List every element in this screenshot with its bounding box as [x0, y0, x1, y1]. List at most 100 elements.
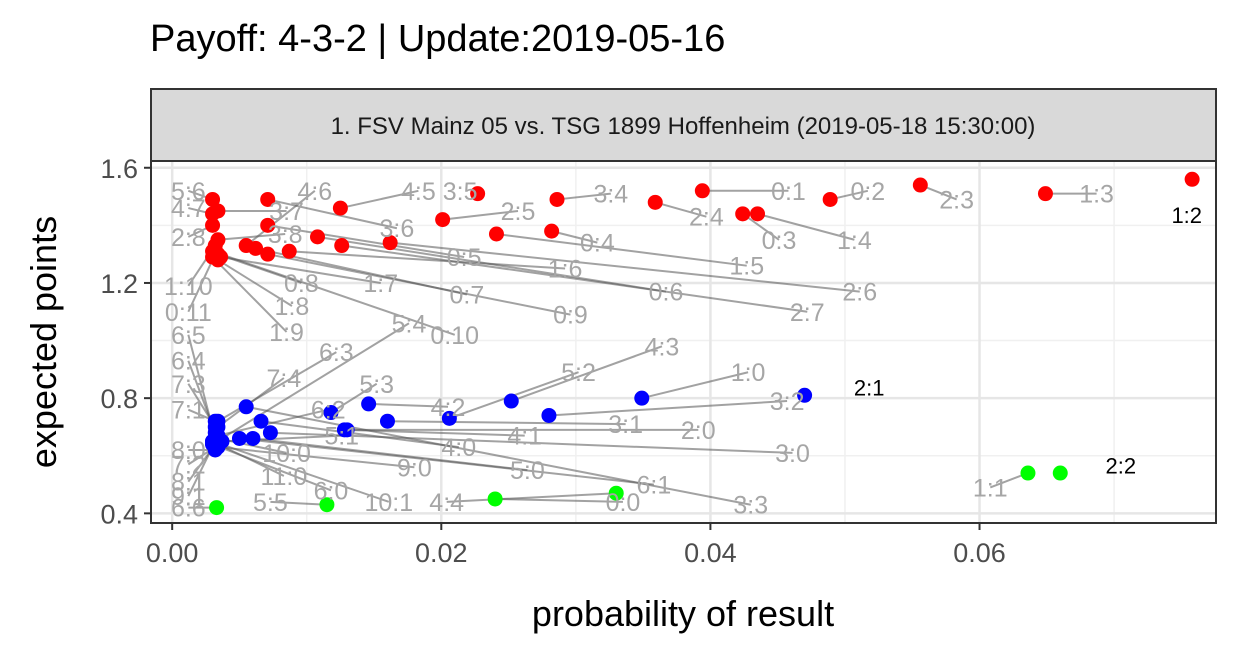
point-label: 1:0 — [731, 359, 766, 387]
point-labels: 1:2 1:3 2:3 0:2 0:1 1:4 0:3 2:4 3:4 3:5 2:5 0:4 1:5 2… — [164, 178, 1202, 523]
label-segment — [212, 322, 410, 446]
data-point — [260, 191, 276, 207]
label-segment — [641, 371, 749, 400]
point-label: 2:6 — [842, 279, 877, 307]
point-label: 4:4 — [429, 489, 464, 517]
label-segment — [510, 345, 663, 402]
label-segment — [654, 201, 707, 218]
label-segment — [341, 244, 808, 313]
point-label: 9:0 — [397, 454, 432, 482]
point-label: 2:2 — [1106, 453, 1137, 478]
point-label: 1:4 — [837, 227, 872, 255]
data-point — [207, 246, 223, 262]
grid-lines — [152, 162, 1215, 522]
point-label: 4:7 — [171, 195, 206, 223]
point-label: 6:0 — [314, 477, 349, 505]
point-label: 2:5 — [501, 198, 536, 226]
data-point — [262, 425, 278, 441]
point-label: 1:3 — [1079, 181, 1114, 209]
label-segment — [442, 209, 519, 221]
data-point — [541, 407, 557, 423]
x-tick-label: 0.04 — [684, 538, 737, 568]
label-segment — [267, 198, 398, 230]
plot-panel — [150, 160, 1217, 524]
point-label: 1:6 — [548, 256, 583, 284]
point-label: 0:4 — [580, 230, 615, 258]
point-label: 5:1 — [324, 423, 359, 451]
data-point — [435, 212, 451, 228]
point-label: 5:2 — [561, 359, 596, 387]
point-label: 1:1 — [973, 474, 1008, 502]
data-point — [379, 413, 395, 429]
y-tick-label: 1.2 — [100, 269, 138, 299]
x-tick-label: 0.06 — [953, 538, 1006, 568]
point-label: 3:1 — [608, 411, 643, 439]
point-label: 2:4 — [689, 204, 724, 232]
point-label: 0:11 — [165, 299, 212, 327]
point-label: 6:4 — [171, 348, 206, 376]
label-segment — [390, 241, 860, 293]
point-label: 1:2 — [1171, 203, 1202, 228]
point-label: 5:6 — [171, 178, 206, 206]
x-axis: 0.00 0.02 0.04 0.06 — [146, 523, 1006, 568]
point-label: 5:4 — [392, 310, 427, 338]
label-segment — [387, 420, 626, 426]
data-point — [1037, 186, 1053, 202]
data-point — [544, 223, 560, 239]
point-label: 3:4 — [593, 181, 628, 209]
label-segment — [260, 420, 459, 449]
point-label: 0:7 — [449, 281, 484, 309]
point-label: 0:5 — [447, 244, 482, 272]
data-point — [336, 422, 352, 438]
data-point — [238, 238, 254, 254]
data-point — [470, 186, 486, 202]
point-label: 2:1 — [854, 376, 885, 401]
data-point — [205, 217, 221, 233]
point-label: 5:5 — [253, 489, 288, 517]
point-label: 10:0 — [262, 440, 311, 468]
label-segment — [340, 189, 419, 210]
point-label: 2:0 — [681, 417, 716, 445]
data-point — [441, 410, 457, 426]
label-segment — [556, 192, 611, 201]
point-label: 0:3 — [762, 227, 797, 255]
point-label: 0:6 — [649, 279, 684, 307]
data-point — [1052, 465, 1068, 481]
y-axis: 0.4 0.8 1.2 1.6 — [100, 154, 151, 529]
point-label: 0:0 — [606, 489, 641, 517]
data-point — [323, 405, 339, 421]
point-label: 2:3 — [939, 186, 974, 214]
point-label: 4:2 — [431, 394, 466, 422]
point-label: 1:8 — [275, 293, 310, 321]
x-axis-label: probability of result — [532, 593, 834, 634]
data-point — [209, 500, 225, 516]
point-label: 0:10 — [430, 322, 479, 350]
data-point — [487, 491, 503, 507]
data-point — [207, 413, 223, 429]
label-segment — [217, 408, 329, 437]
data-point — [334, 238, 350, 254]
point-label: 7:1 — [171, 397, 206, 425]
point-label: 3:0 — [775, 440, 810, 468]
data-point — [231, 430, 247, 446]
point-label: 4:6 — [297, 178, 332, 206]
point-label: 2:7 — [790, 299, 825, 327]
data-point — [238, 399, 254, 415]
data-point — [735, 206, 751, 222]
point-label: 11:0 — [260, 463, 307, 491]
label-segment — [548, 400, 788, 417]
point-label: 1:7 — [363, 270, 398, 298]
facet-label: 1. FSV Mainz 05 vs. TSG 1899 Hoffenheim … — [331, 113, 1036, 140]
point-label: 0:2 — [850, 178, 885, 206]
point-label: 0:8 — [284, 270, 319, 298]
data-point — [382, 235, 398, 251]
point-label: 7:3 — [171, 371, 206, 399]
y-tick-label: 0.4 — [100, 499, 138, 529]
x-tick-label: 0.00 — [146, 538, 199, 568]
label-segment — [551, 230, 598, 244]
point-label: 8:0 — [171, 437, 206, 465]
point-label: 3:2 — [770, 388, 805, 416]
point-label: 3:5 — [443, 178, 478, 206]
label-segment — [757, 212, 855, 241]
data-point — [549, 191, 565, 207]
